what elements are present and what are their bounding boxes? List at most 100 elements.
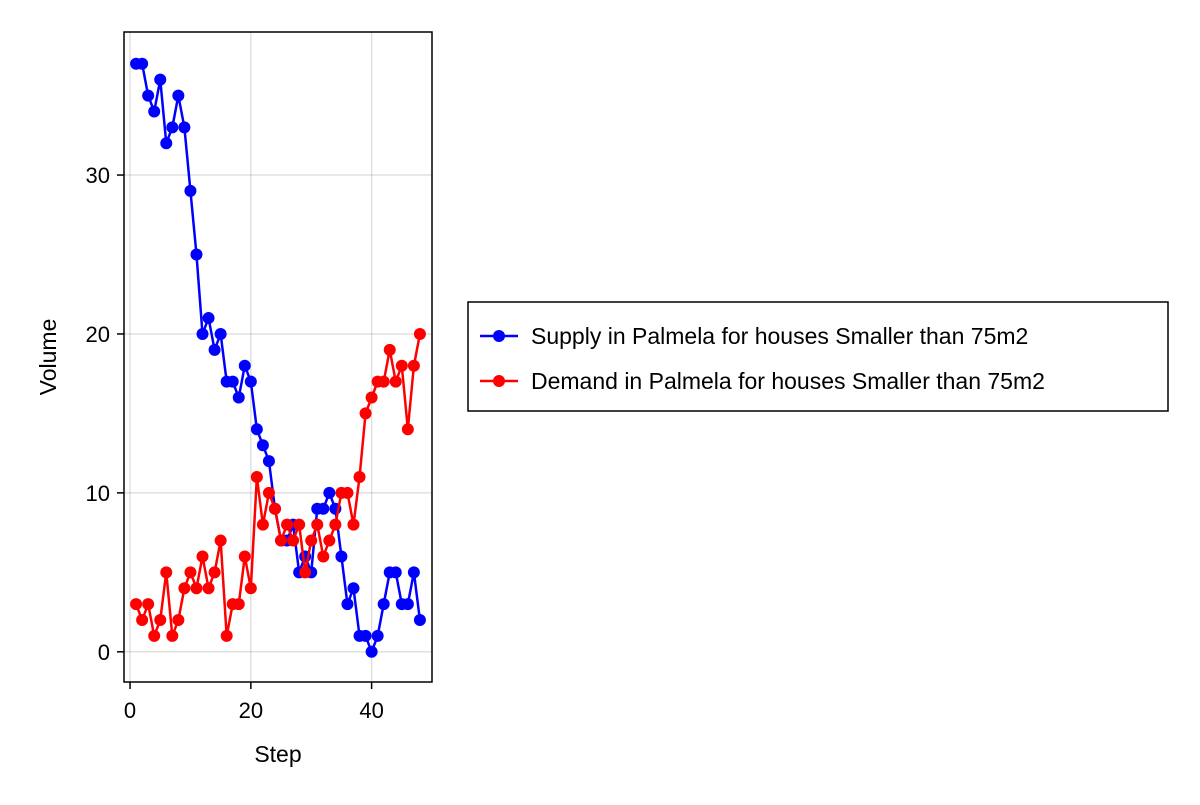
data-point-demand [311, 518, 324, 531]
y-axis-title: Volume [35, 319, 61, 396]
y-tick-label: 0 [98, 640, 110, 665]
data-point-supply [335, 550, 348, 563]
data-point-demand [329, 518, 342, 531]
data-point-demand [275, 534, 288, 547]
data-point-demand [365, 391, 378, 404]
data-point-supply [359, 629, 372, 642]
series-layer [130, 57, 426, 658]
data-point-supply [190, 248, 203, 261]
data-point-demand [407, 359, 420, 372]
series-demand [130, 327, 426, 642]
y-tick-label: 10 [86, 481, 110, 506]
data-point-demand [268, 502, 281, 515]
data-point-demand [389, 375, 402, 388]
x-axis-title: Step [254, 741, 301, 767]
data-point-demand [401, 423, 414, 436]
y-tick-label: 20 [86, 322, 110, 347]
data-point-supply [323, 486, 336, 499]
data-point-supply [214, 327, 227, 340]
data-point-supply [142, 89, 155, 102]
data-point-demand [172, 614, 185, 627]
data-point-demand [154, 614, 167, 627]
legend: Supply in Palmela for houses Smaller tha… [467, 301, 1169, 412]
data-point-supply [347, 582, 360, 595]
data-point-supply [166, 121, 179, 134]
data-point-supply [148, 105, 161, 118]
data-point-supply [154, 73, 167, 86]
legend-label-supply: Supply in Palmela for houses Smaller tha… [531, 323, 1028, 349]
data-point-demand [208, 566, 221, 579]
data-point-demand [214, 534, 227, 547]
data-point-supply [256, 439, 269, 452]
data-point-demand [142, 598, 155, 611]
data-point-demand [238, 550, 251, 563]
data-point-supply [389, 566, 402, 579]
data-point-demand [184, 566, 197, 579]
data-point-demand [395, 359, 408, 372]
data-point-demand [220, 629, 233, 642]
x-tick-label: 0 [124, 698, 136, 723]
data-point-demand [293, 518, 306, 531]
data-point-demand [359, 407, 372, 420]
data-point-supply [160, 137, 173, 150]
data-point-demand [202, 582, 215, 595]
data-point-demand [353, 470, 366, 483]
data-point-supply [262, 455, 275, 468]
data-point-demand [413, 327, 426, 340]
data-point-supply [371, 629, 384, 642]
data-point-demand [136, 614, 149, 627]
axis-ticks: 0 20 40 0 10 20 30 [86, 163, 384, 723]
legend-entry-demand: Demand in Palmela for houses Smaller tha… [480, 368, 1045, 394]
data-point-demand [178, 582, 191, 595]
data-point-supply [407, 566, 420, 579]
data-point-supply [244, 375, 257, 388]
data-point-supply [341, 598, 354, 611]
data-point-supply [226, 375, 239, 388]
data-point-supply [317, 502, 330, 515]
data-point-demand [196, 550, 209, 563]
legend-box [467, 301, 1169, 412]
data-point-supply [377, 598, 390, 611]
data-point-demand [148, 629, 161, 642]
data-point-demand [190, 582, 203, 595]
data-point-supply [136, 57, 149, 70]
data-point-supply [178, 121, 191, 134]
series-supply [130, 57, 426, 658]
data-point-supply [413, 614, 426, 627]
data-point-demand [287, 534, 300, 547]
data-point-demand [256, 518, 269, 531]
data-point-demand [160, 566, 173, 579]
data-point-demand [262, 486, 275, 499]
data-point-demand [244, 582, 257, 595]
x-tick-label: 20 [239, 698, 263, 723]
data-point-demand [347, 518, 360, 531]
data-point-demand [250, 470, 263, 483]
data-point-demand [232, 598, 245, 611]
data-point-demand [383, 343, 396, 356]
data-point-demand [299, 566, 312, 579]
data-point-demand [317, 550, 330, 563]
x-tick-label: 40 [359, 698, 383, 723]
data-point-demand [166, 629, 179, 642]
data-point-demand [377, 375, 390, 388]
data-point-supply [250, 423, 263, 436]
data-point-supply [196, 327, 209, 340]
legend-label-demand: Demand in Palmela for houses Smaller tha… [531, 368, 1045, 394]
data-point-supply [401, 598, 414, 611]
data-point-supply [238, 359, 251, 372]
plot-frame [123, 31, 433, 683]
data-point-supply [184, 184, 197, 197]
grid-lines [124, 32, 432, 682]
legend-swatch-marker-supply [493, 330, 505, 342]
data-point-supply [208, 343, 221, 356]
data-point-supply [365, 645, 378, 658]
legend-swatch-marker-demand [493, 375, 505, 387]
y-tick-label: 30 [86, 163, 110, 188]
data-point-demand [281, 518, 294, 531]
legend-entry-supply: Supply in Palmela for houses Smaller tha… [480, 323, 1028, 349]
data-point-demand [305, 534, 318, 547]
data-point-supply [172, 89, 185, 102]
data-point-supply [232, 391, 245, 404]
